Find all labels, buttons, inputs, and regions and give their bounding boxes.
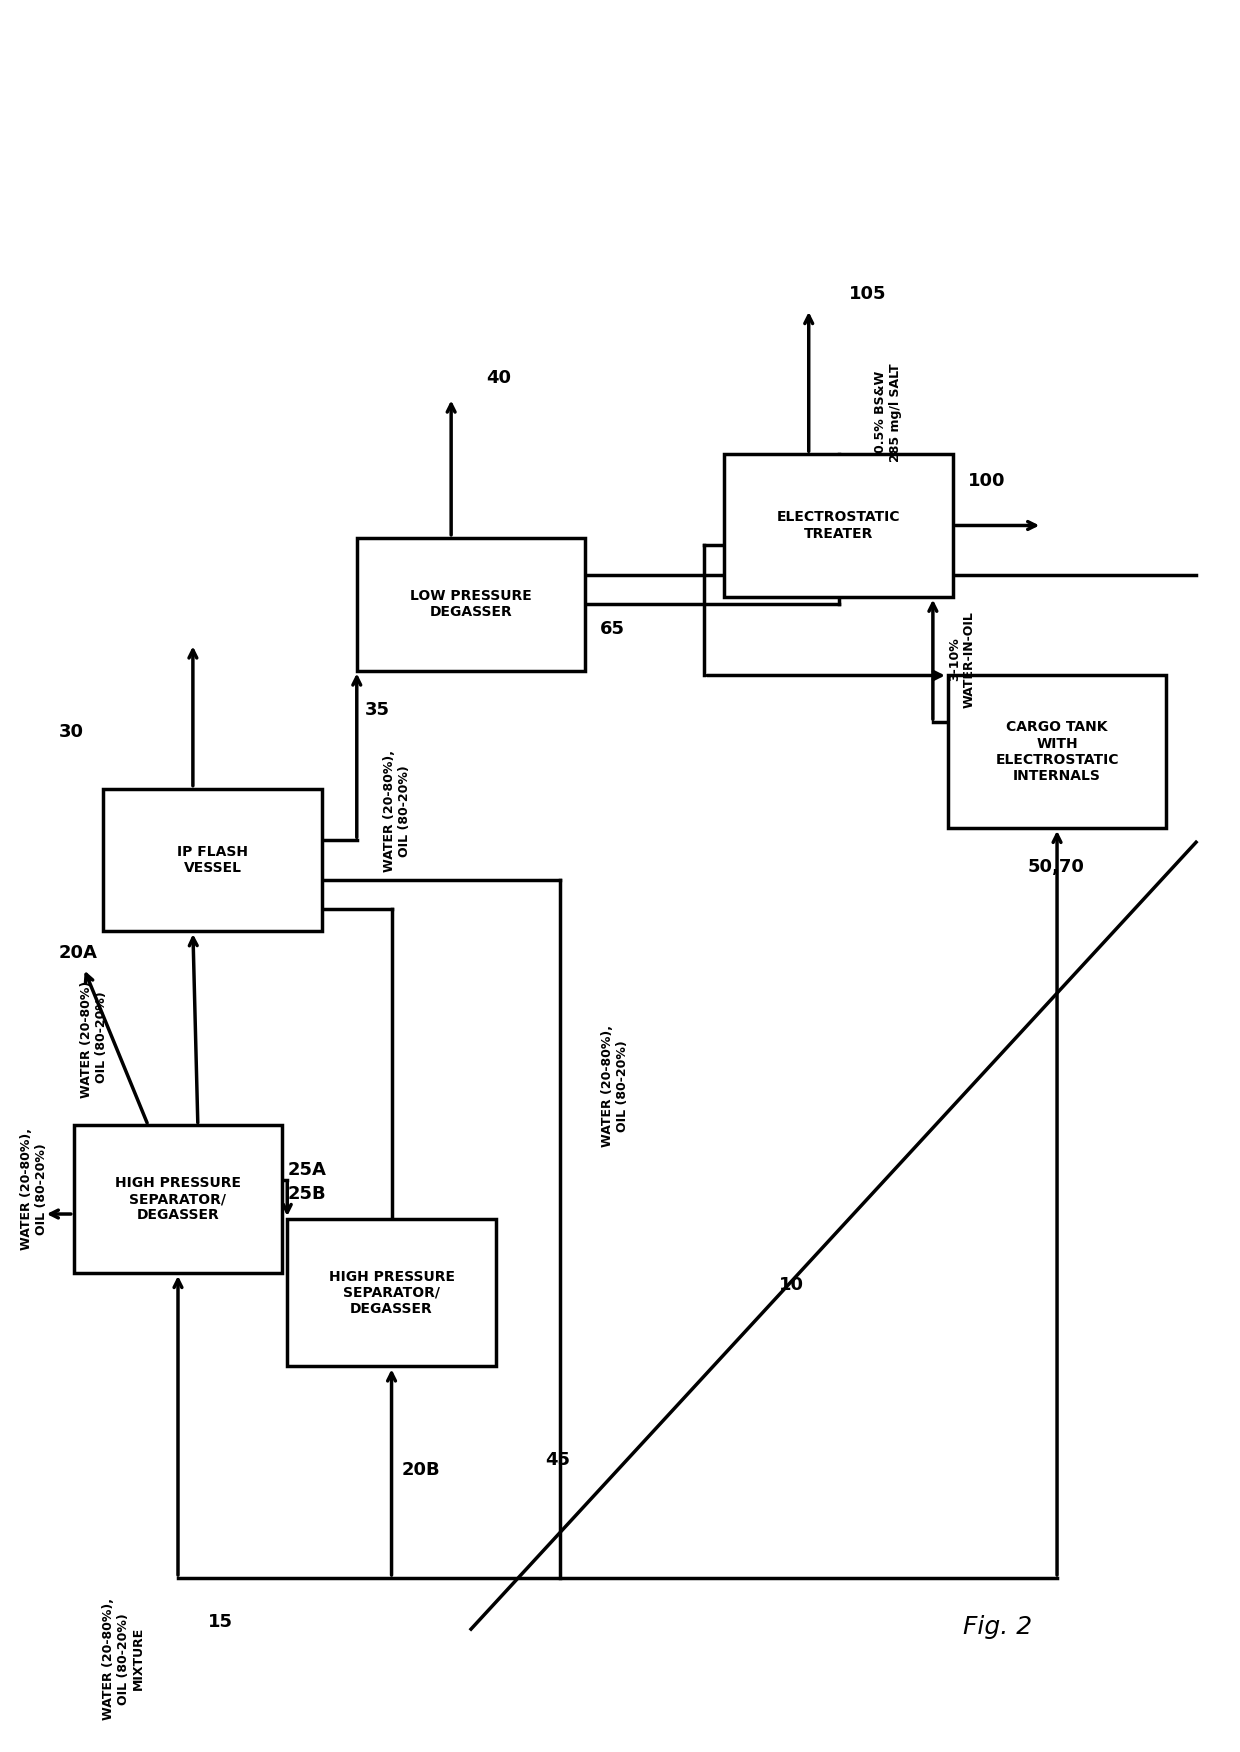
Text: 15: 15 bbox=[208, 1614, 233, 1631]
Text: CARGO TANK
WITH
ELECTROSTATIC
INTERNALS: CARGO TANK WITH ELECTROSTATIC INTERNALS bbox=[996, 720, 1118, 783]
Text: 50,70: 50,70 bbox=[1027, 858, 1084, 876]
Bar bbox=[357, 538, 585, 671]
Text: WATER (20-80%),
OIL (80-20%): WATER (20-80%), OIL (80-20%) bbox=[20, 1128, 48, 1251]
Text: 105: 105 bbox=[848, 286, 885, 303]
Text: LOW PRESSURE
DEGASSER: LOW PRESSURE DEGASSER bbox=[410, 589, 532, 618]
Text: Fig. 2: Fig. 2 bbox=[963, 1615, 1032, 1640]
Text: 25A: 25A bbox=[288, 1162, 326, 1179]
Text: WATER (20-80%),
OIL (80-20%): WATER (20-80%), OIL (80-20%) bbox=[382, 750, 410, 872]
Text: HIGH PRESSURE
SEPARATOR/
DEGASSER: HIGH PRESSURE SEPARATOR/ DEGASSER bbox=[329, 1270, 455, 1316]
Bar bbox=[288, 1219, 496, 1367]
Bar bbox=[724, 454, 952, 597]
Text: ELECTROSTATIC
TREATER: ELECTROSTATIC TREATER bbox=[776, 510, 900, 541]
Text: 20B: 20B bbox=[402, 1461, 440, 1479]
Text: 0.5% BS&W
285 mg/l SALT: 0.5% BS&W 285 mg/l SALT bbox=[874, 363, 903, 463]
Text: 35: 35 bbox=[365, 701, 389, 718]
Text: 45: 45 bbox=[546, 1451, 570, 1468]
Text: WATER (20-80%),
OIL (80-20%): WATER (20-80%), OIL (80-20%) bbox=[79, 976, 108, 1099]
Text: 3-10%
WATER-IN-OIL: 3-10% WATER-IN-OIL bbox=[947, 611, 976, 708]
Bar bbox=[947, 676, 1167, 829]
Text: HIGH PRESSURE
SEPARATOR/
DEGASSER: HIGH PRESSURE SEPARATOR/ DEGASSER bbox=[115, 1176, 241, 1223]
Text: IP FLASH
VESSEL: IP FLASH VESSEL bbox=[177, 844, 248, 874]
Bar bbox=[103, 788, 322, 932]
Text: 10: 10 bbox=[779, 1275, 804, 1293]
Text: WATER (20-80%),
OIL (80-20%): WATER (20-80%), OIL (80-20%) bbox=[601, 1025, 629, 1148]
Text: 20A: 20A bbox=[58, 944, 98, 962]
Text: 25B: 25B bbox=[288, 1186, 326, 1204]
Text: 30: 30 bbox=[58, 724, 84, 741]
Text: 100: 100 bbox=[967, 473, 1006, 491]
Text: 65: 65 bbox=[600, 620, 625, 638]
Bar bbox=[73, 1125, 283, 1274]
Text: 40: 40 bbox=[486, 370, 511, 387]
Text: WATER (20-80%),
OIL (80-20%)
MIXTURE: WATER (20-80%), OIL (80-20%) MIXTURE bbox=[102, 1598, 145, 1720]
